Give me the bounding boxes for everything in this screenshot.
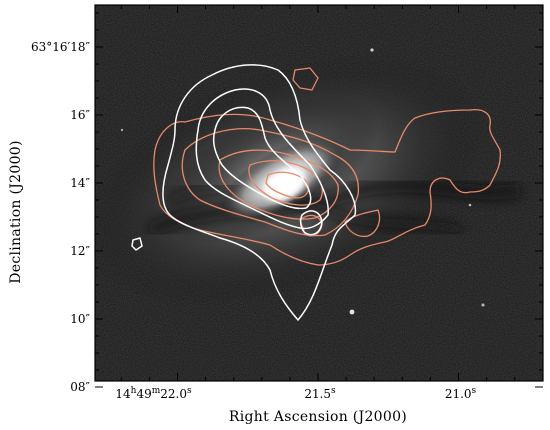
x-tick-label: 21.5s [304,386,336,401]
x-tick-label: 21.0s [445,386,477,401]
contour-set-white [131,64,357,321]
plot-frame [94,4,544,382]
x-tick-label: 14h49m22.0s [115,386,192,401]
x-axis-title: Right Ascension (J2000) [229,409,407,425]
y-tick-label: 08″ [70,380,90,394]
y-tick-label: 10″ [70,312,90,326]
y-tick-label: 14″ [70,176,90,190]
y-tick-label: 63°16′18″ [31,40,91,54]
contour-set-orange [153,67,501,266]
y-axis: 63°16′18″ 16″ 14″ 12″ 10″ 08″ [31,12,543,394]
y-tick-label: 12″ [70,244,90,258]
y-axis-title: Declination (J2000) [8,140,24,284]
y-tick-label: 16″ [70,108,90,122]
